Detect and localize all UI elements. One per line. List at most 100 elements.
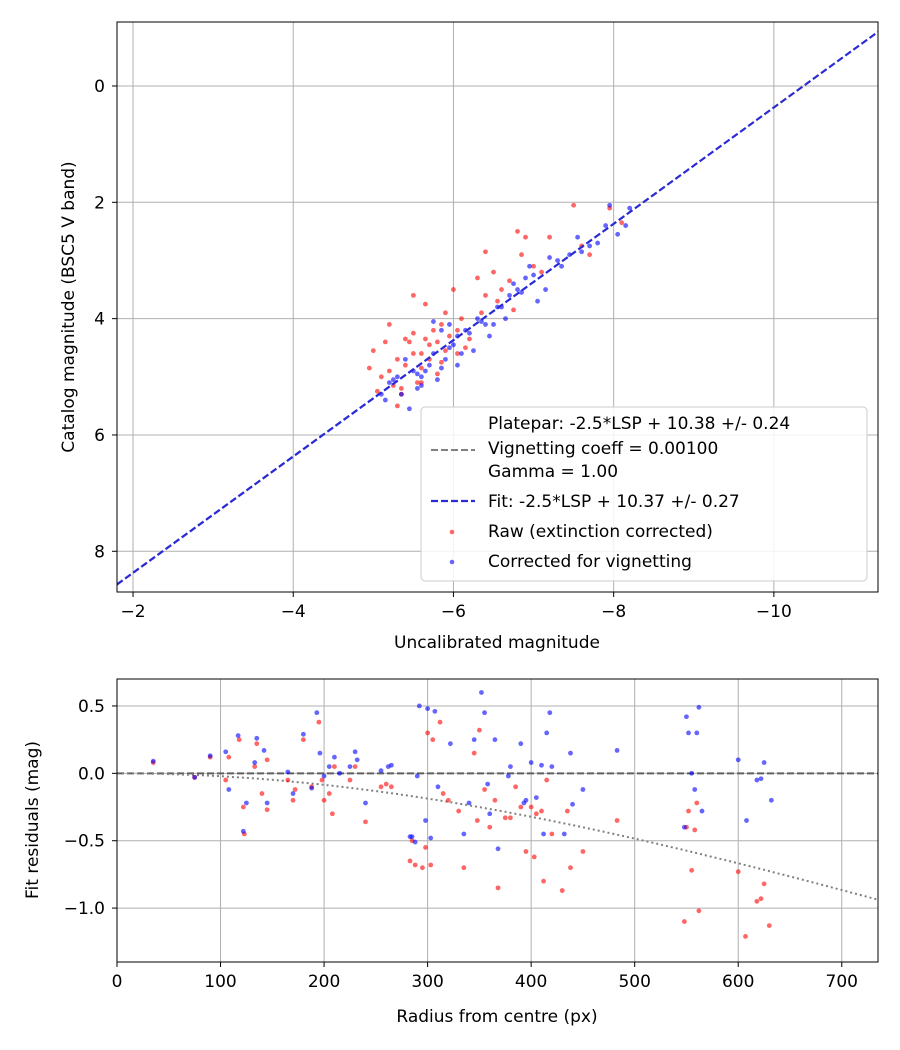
raw-point — [226, 754, 232, 760]
raw-point — [455, 327, 460, 333]
bottom-y-axis-label: Fit residuals (mag) — [23, 741, 43, 899]
fit-line — [116, 30, 879, 586]
corrected-point — [528, 760, 534, 765]
corrected-point — [485, 781, 491, 787]
raw-point — [378, 374, 384, 380]
corrected-point — [615, 231, 621, 237]
corrected-point — [443, 356, 448, 362]
corrected-point — [382, 397, 388, 403]
corrected-point — [487, 333, 492, 339]
raw-point — [410, 292, 416, 298]
raw-point — [264, 807, 270, 813]
raw-point — [549, 831, 555, 837]
raw-point — [482, 787, 487, 792]
raw-point — [587, 252, 593, 258]
raw-point — [423, 336, 428, 342]
raw-point — [518, 804, 524, 810]
raw-point — [502, 815, 508, 821]
corrected-point — [754, 777, 760, 783]
raw-point — [352, 764, 358, 769]
raw-point — [467, 336, 472, 342]
raw-point — [758, 896, 764, 902]
corrected-point — [309, 785, 315, 791]
x-tick-label: 0 — [112, 972, 123, 992]
raw-point — [366, 365, 372, 371]
raw-point — [689, 867, 695, 873]
raw-point — [259, 791, 265, 796]
y-tick-label: 0.0 — [78, 764, 105, 784]
raw-point — [386, 322, 392, 327]
raw-point — [321, 797, 327, 803]
corrected-point — [547, 710, 553, 716]
raw-point — [410, 330, 416, 336]
x-tick-label: 600 — [722, 972, 754, 992]
raw-point — [564, 808, 570, 814]
raw-point — [483, 249, 488, 255]
corrected-point — [439, 327, 444, 333]
corrected-point — [519, 290, 524, 295]
corrected-point — [455, 362, 460, 368]
corrected-point — [226, 787, 232, 792]
corrected-point — [150, 758, 156, 764]
x-tick-label: 400 — [515, 972, 547, 992]
corrected-point — [290, 791, 296, 796]
bottom-plot-frame — [116, 678, 879, 963]
legend-corrected-marker — [449, 559, 455, 565]
raw-point — [326, 791, 332, 796]
corrected-point — [533, 795, 539, 800]
corrected-point — [527, 263, 532, 269]
corrected-point — [549, 764, 555, 769]
corrected-point — [603, 223, 609, 228]
legend: Platepar: -2.5*LSP + 10.38 +/- 0.24 Vign… — [420, 406, 868, 582]
x-tick-label: 500 — [618, 972, 650, 992]
corrected-point — [409, 834, 415, 840]
corrected-point — [264, 800, 270, 806]
corrected-point — [511, 281, 516, 287]
corrected-point — [240, 828, 246, 834]
legend-vignetting-coeff: Vignetting coeff = 0.00100 — [488, 439, 718, 459]
raw-point — [347, 777, 353, 783]
corrected-point — [447, 322, 452, 327]
corrected-point — [414, 371, 420, 377]
legend-raw: Raw (extinction corrected) — [488, 522, 713, 542]
corrected-point — [394, 374, 400, 380]
raw-point — [439, 322, 444, 327]
raw-point — [614, 818, 620, 823]
corrected-point — [254, 735, 260, 741]
raw-point — [431, 327, 436, 333]
corrected-point — [192, 774, 198, 780]
corrected-point — [398, 391, 404, 397]
raw-point — [440, 791, 446, 796]
corrected-point — [518, 741, 524, 747]
raw-point — [332, 764, 337, 769]
raw-point — [533, 811, 539, 817]
corrected-point — [419, 374, 424, 380]
raw-point — [513, 784, 519, 790]
corrected-point — [416, 703, 422, 709]
corrected-point — [587, 243, 593, 249]
x-tick-label: −6 — [441, 602, 466, 622]
corrected-point — [543, 287, 548, 292]
y-tick-label: 4 — [94, 310, 105, 330]
corrected-point — [508, 764, 513, 769]
corrected-point — [561, 831, 567, 837]
raw-point — [474, 818, 480, 823]
raw-point — [378, 784, 384, 790]
raw-point — [386, 368, 392, 374]
corrected-point — [541, 831, 546, 837]
raw-point — [329, 811, 335, 817]
corrected-point — [244, 800, 249, 806]
y-tick-label: 6 — [94, 426, 105, 446]
corrected-point — [595, 240, 601, 246]
corrected-point — [607, 202, 613, 208]
y-tick-label: −1.0 — [64, 899, 105, 919]
bottom-grid — [116, 679, 878, 962]
corrected-point — [758, 776, 764, 782]
raw-point — [223, 777, 229, 783]
corrected-point — [761, 760, 767, 765]
raw-point — [370, 348, 376, 354]
corrected-point — [735, 757, 741, 763]
raw-point — [541, 878, 546, 884]
corrected-point — [412, 839, 418, 845]
raw-point — [443, 310, 448, 316]
